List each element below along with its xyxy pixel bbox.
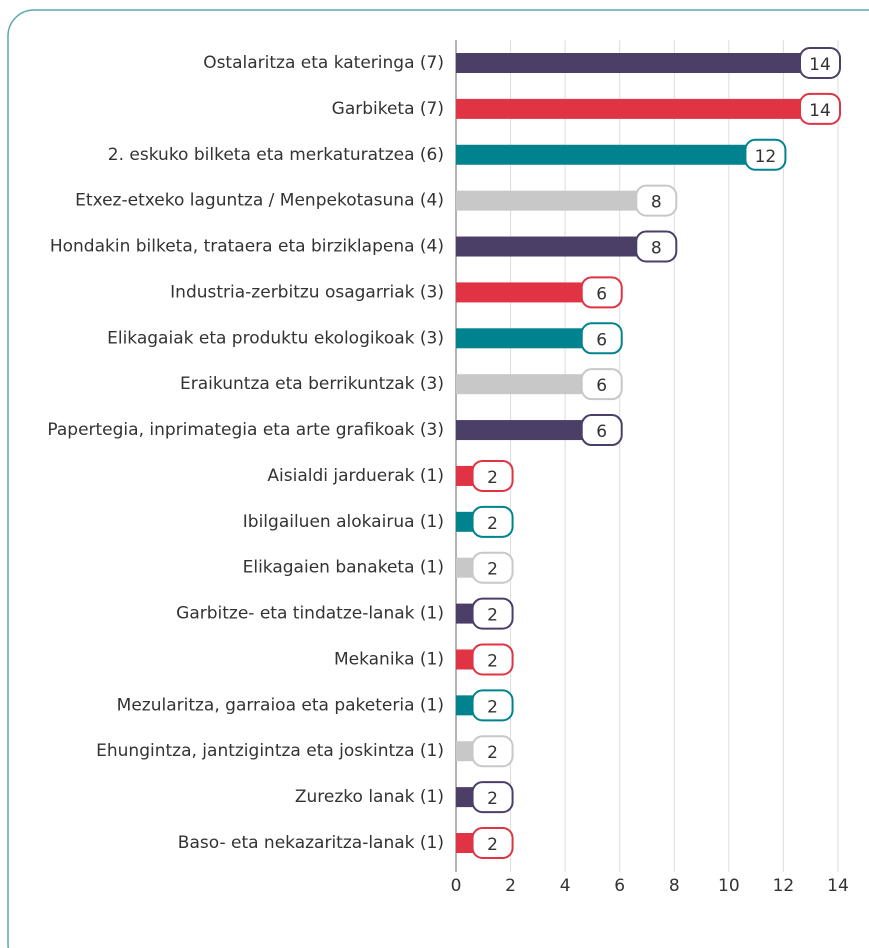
x-tick-label: 0 <box>451 876 462 896</box>
y-tick-label: 2. eskuko bilketa eta merkaturatzea (6) <box>108 145 444 165</box>
y-tick-label: Papertegia, inprimategia eta arte grafik… <box>47 420 444 440</box>
value-badge <box>471 551 514 584</box>
value-label: 8 <box>651 193 662 213</box>
x-tick-label: 2 <box>505 876 516 896</box>
value-badge <box>580 368 623 401</box>
bar <box>456 53 838 73</box>
value-label: 2 <box>487 789 498 809</box>
bar <box>456 374 620 395</box>
x-tick-label: 6 <box>614 876 625 896</box>
value-badge <box>744 138 787 171</box>
value-label: 2 <box>487 606 498 626</box>
value-badge <box>799 92 841 125</box>
y-tick-label: Hondakin bilketa, trataera eta birziklap… <box>50 237 444 257</box>
value-badge <box>471 735 514 768</box>
value-badge <box>471 689 514 722</box>
y-tick-label: Ibilgailuen alokairua (1) <box>243 512 444 532</box>
bar <box>456 282 620 303</box>
value-badge <box>471 781 514 814</box>
value-badge <box>580 414 623 447</box>
value-label: 2 <box>487 835 498 855</box>
y-tick-label: Garbitze- eta tindatze-lanak (1) <box>176 604 444 624</box>
value-badge <box>471 459 514 492</box>
x-tick-label: 10 <box>718 876 740 896</box>
value-label: 8 <box>651 239 662 259</box>
y-tick-label: Eraikuntza eta berrikuntzak (3) <box>180 374 444 394</box>
value-badge <box>471 597 514 630</box>
value-label: 2 <box>487 651 498 671</box>
y-tick-label: Zurezko lanak (1) <box>295 787 444 807</box>
value-label: 2 <box>487 514 498 534</box>
value-label: 2 <box>487 697 498 717</box>
y-tick-label: Mekanika (1) <box>334 649 444 669</box>
value-badge <box>471 505 514 538</box>
bar <box>456 190 675 211</box>
bar <box>456 420 620 441</box>
y-tick-label: Aisialdi jarduerak (1) <box>267 466 444 486</box>
x-tick-label: 14 <box>827 876 849 896</box>
value-badge <box>635 184 678 217</box>
value-label: 6 <box>596 330 607 350</box>
y-tick-label: Garbiketa (7) <box>332 99 444 119</box>
y-tick-label: Elikagaiak eta produktu ekologikoak (3) <box>107 328 444 348</box>
x-tick-label: 8 <box>669 876 680 896</box>
value-label: 2 <box>487 468 498 488</box>
y-tick-label: Ehungintza, jantzigintza eta joskintza (… <box>96 741 444 761</box>
value-badge <box>471 827 514 859</box>
y-tick-label: Mezularitza, garraioa eta paketeria (1) <box>117 695 444 715</box>
x-tick-label: 4 <box>560 876 571 896</box>
y-tick-label: Elikagaien banaketa (1) <box>243 558 444 578</box>
value-badge <box>580 276 623 309</box>
y-tick-label: Baso- eta nekazaritza-lanak (1) <box>178 833 444 853</box>
value-label: 2 <box>487 560 498 580</box>
y-tick-label: Industria-zerbitzu osagarriak (3) <box>170 282 444 302</box>
value-badge <box>635 230 678 263</box>
value-label: 6 <box>596 284 607 304</box>
value-label: 2 <box>487 743 498 763</box>
bar <box>456 98 838 119</box>
x-tick-label: 12 <box>773 876 795 896</box>
value-badge <box>471 643 514 676</box>
bar <box>456 144 784 165</box>
y-tick-label: Ostalaritza eta kateringa (7) <box>203 53 444 73</box>
value-badge <box>799 47 841 79</box>
value-badge <box>580 322 623 355</box>
bar <box>456 236 675 257</box>
value-label: 6 <box>596 376 607 396</box>
y-tick-label: Etxez-etxeko laguntza / Menpekotasuna (4… <box>75 191 444 211</box>
bar <box>456 328 620 349</box>
value-label: 12 <box>755 147 777 167</box>
value-label: 6 <box>596 422 607 442</box>
card <box>7 9 869 948</box>
value-label: 14 <box>809 101 831 121</box>
value-label: 14 <box>809 55 831 75</box>
